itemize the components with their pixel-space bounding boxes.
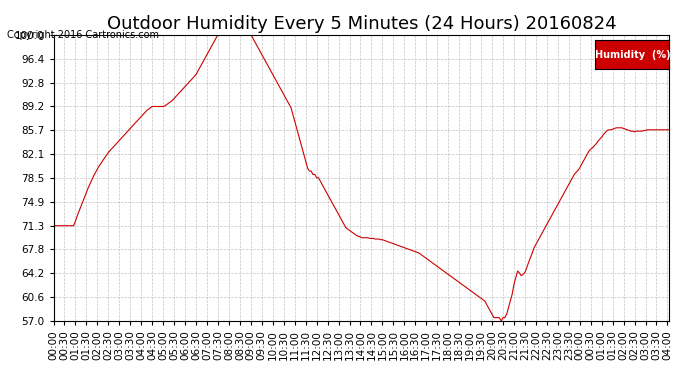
Title: Outdoor Humidity Every 5 Minutes (24 Hours) 20160824: Outdoor Humidity Every 5 Minutes (24 Hou… <box>106 15 616 33</box>
Text: Copyright 2016 Cartronics.com: Copyright 2016 Cartronics.com <box>7 30 159 39</box>
